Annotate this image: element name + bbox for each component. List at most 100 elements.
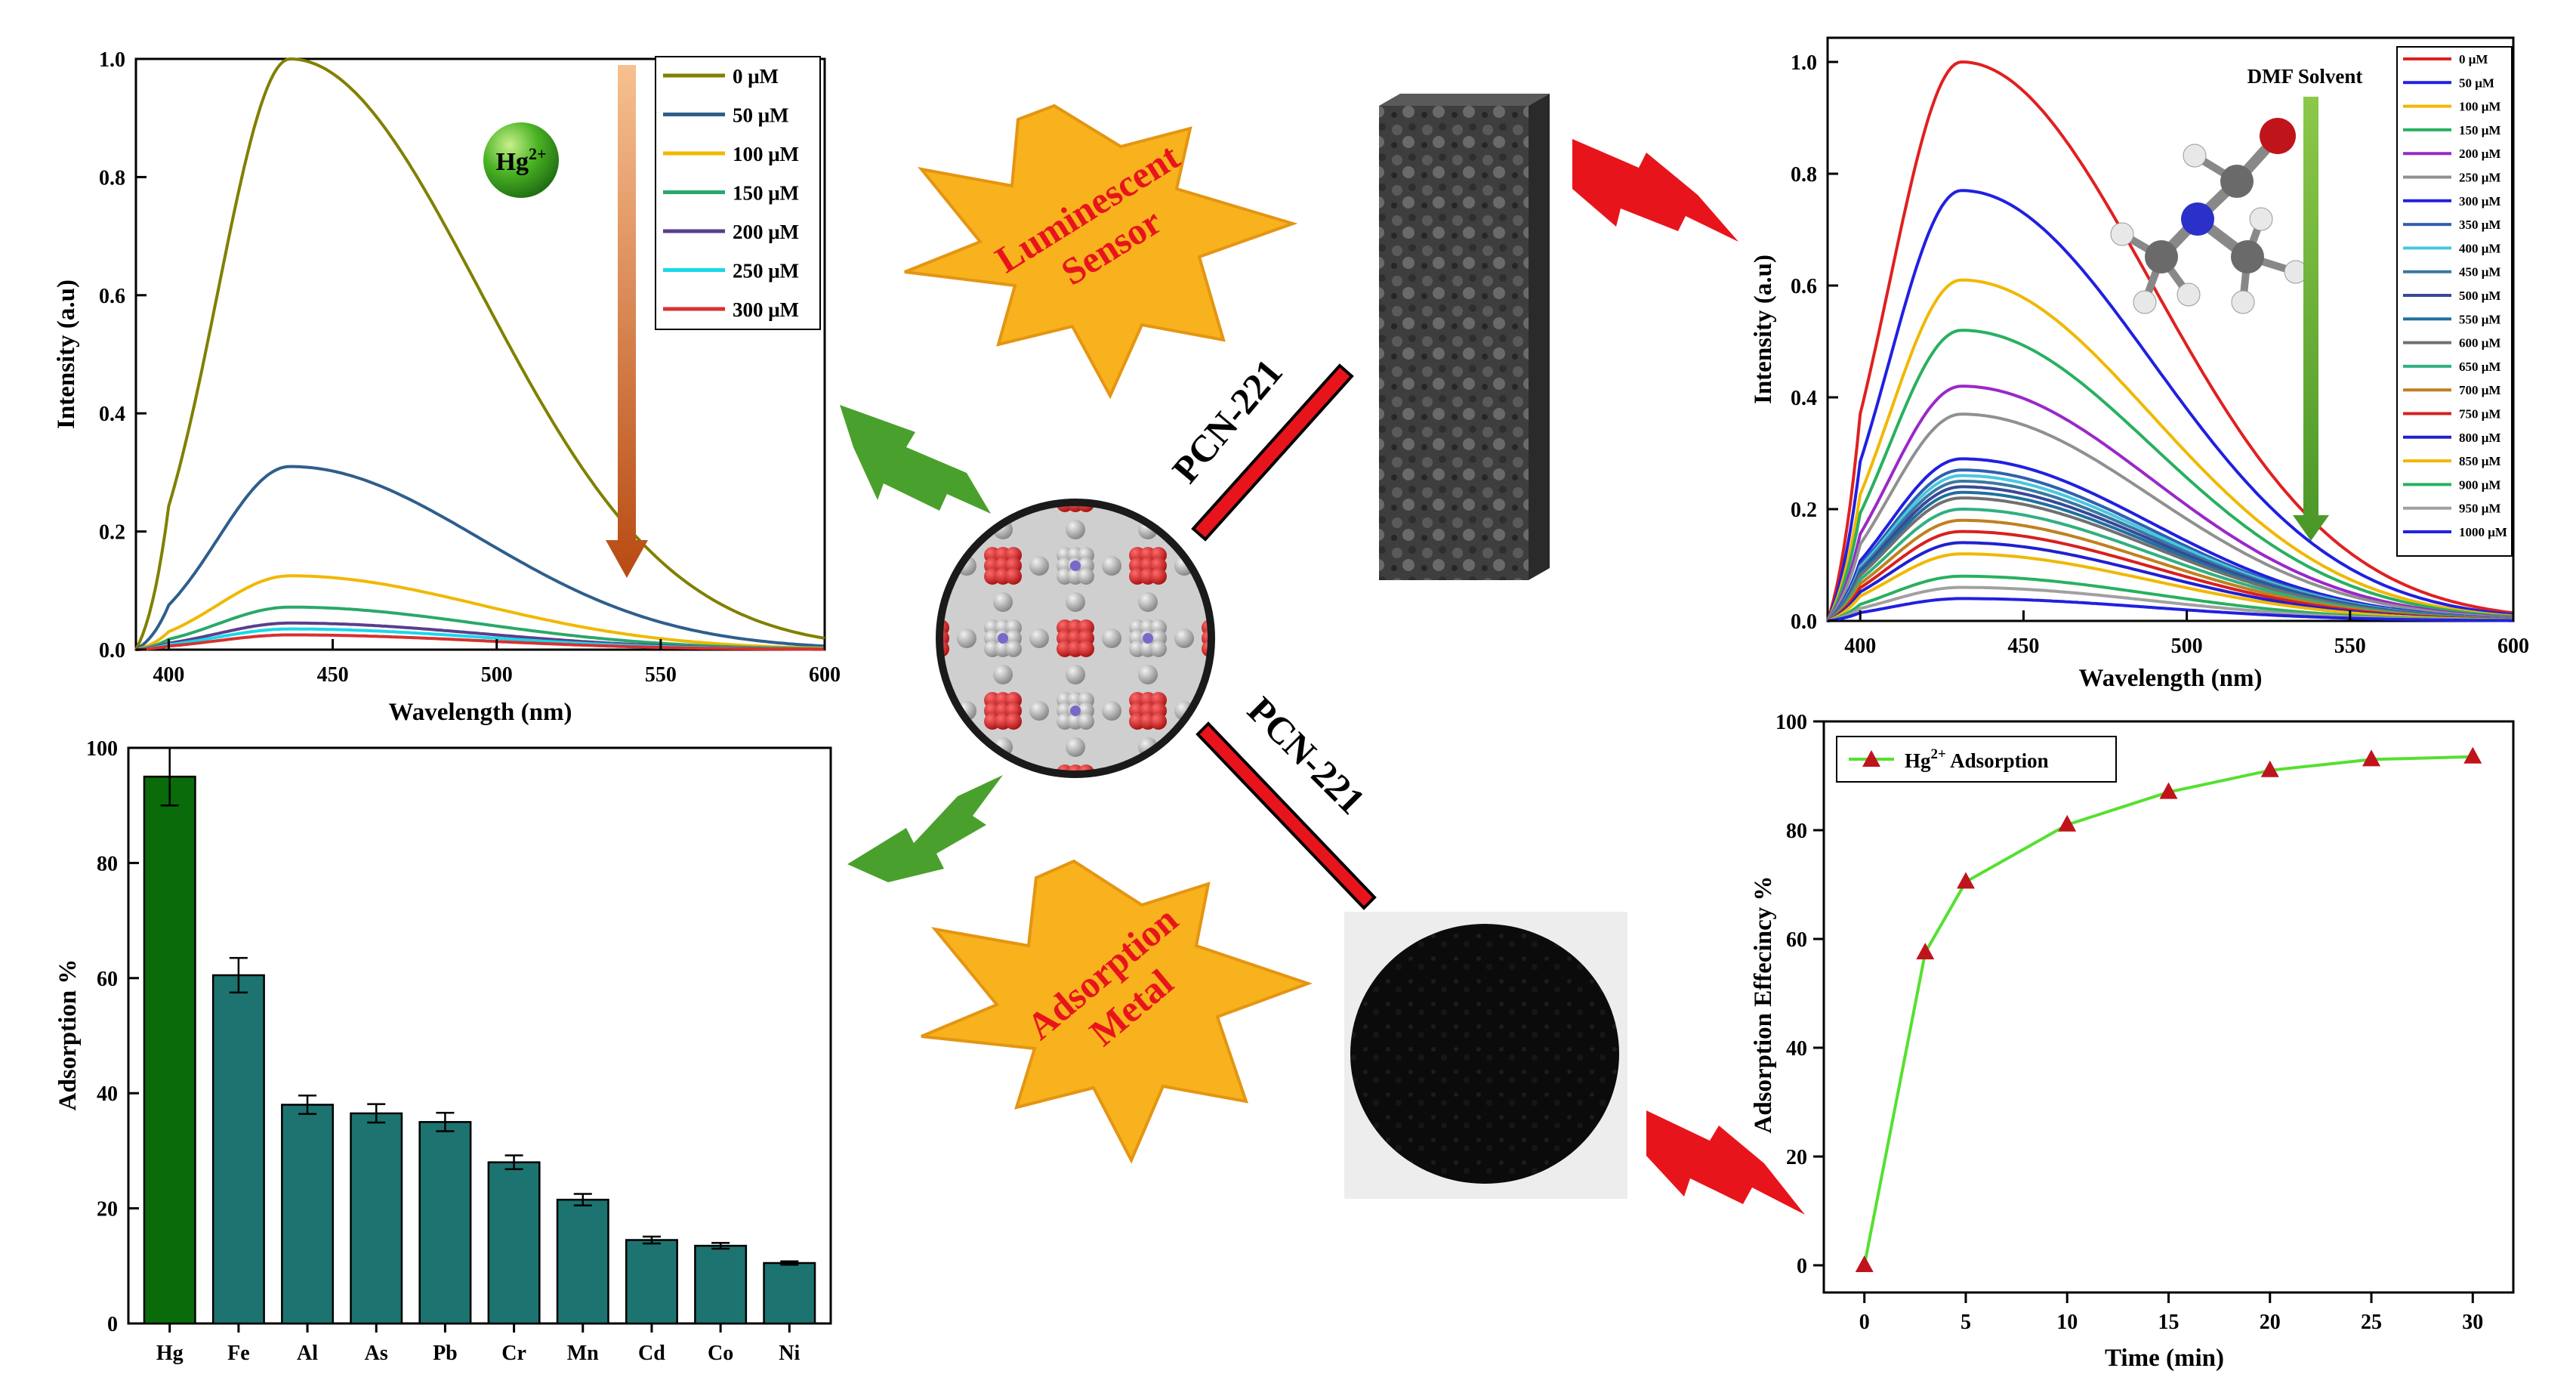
lightning-bolt-icon bbox=[1646, 1110, 1805, 1215]
x-tick-label: 500 bbox=[2171, 635, 2203, 658]
legend-label: 300 μM bbox=[2459, 194, 2500, 208]
x-tick-label: Fe bbox=[227, 1342, 250, 1365]
legend-label: 0 μM bbox=[733, 65, 779, 88]
legend-label: 800 μM bbox=[2459, 431, 2500, 445]
legend-label: 650 μM bbox=[2459, 360, 2500, 374]
legend-label: 400 μM bbox=[2459, 241, 2500, 255]
y-tick-label: 80 bbox=[1786, 820, 1807, 843]
y-axis-label: Intensity (a.u) bbox=[1750, 255, 1777, 404]
bar bbox=[763, 1262, 816, 1325]
x-axis-label: Wavelength (nm) bbox=[2079, 665, 2263, 692]
x-tick-label: 20 bbox=[2260, 1311, 2281, 1334]
x-tick-label: 550 bbox=[2334, 635, 2366, 658]
x-tick-label: 10 bbox=[2056, 1311, 2078, 1334]
pcn221-label-top: PCN-221 bbox=[1164, 351, 1354, 542]
spectrum-line bbox=[134, 57, 825, 650]
y-tick-label: 1.0 bbox=[1791, 51, 1817, 75]
legend-label: 150 μM bbox=[733, 182, 799, 205]
x-tick-label: 600 bbox=[2497, 635, 2529, 658]
data-point bbox=[2159, 782, 2178, 799]
y-tick-label: 40 bbox=[97, 1082, 118, 1106]
y-tick-label: 0 bbox=[107, 1313, 118, 1336]
x-tick-label: 550 bbox=[645, 663, 677, 687]
svg-text:PCN-221: PCN-221 bbox=[1239, 688, 1373, 822]
legend-label: 200 μM bbox=[733, 221, 799, 243]
spectrum-line bbox=[135, 574, 825, 651]
legend-marker bbox=[1862, 750, 1880, 767]
spectrum-line bbox=[1826, 60, 2514, 622]
dmf-solvent-label: DMF Solvent bbox=[2247, 65, 2363, 88]
legend-label: 600 μM bbox=[2459, 336, 2500, 351]
y-tick-label: 40 bbox=[1786, 1037, 1807, 1061]
y-tick-label: 0.0 bbox=[1791, 610, 1817, 634]
legend-label: 0 μM bbox=[2459, 52, 2488, 66]
legend-label: 1000 μM bbox=[2459, 525, 2507, 539]
x-axis-label: Time (min) bbox=[2105, 1345, 2224, 1372]
x-tick-label: 30 bbox=[2462, 1311, 2483, 1334]
spectrum-line bbox=[1827, 552, 2513, 622]
spectrum-line bbox=[135, 633, 825, 651]
bar bbox=[556, 1198, 609, 1325]
x-tick-label: 5 bbox=[1961, 1311, 1971, 1334]
legend-label: 350 μM bbox=[2459, 218, 2500, 232]
y-tick-label: 100 bbox=[1775, 711, 1807, 734]
data-point bbox=[1956, 872, 1975, 889]
x-tick-label: 450 bbox=[2007, 635, 2039, 658]
y-tick-label: 60 bbox=[97, 968, 118, 991]
dmf-molecule-icon bbox=[2110, 118, 2308, 314]
svg-text:PCN-221: PCN-221 bbox=[1164, 351, 1291, 491]
x-tick-label: Ni bbox=[779, 1342, 800, 1365]
bar bbox=[350, 1112, 403, 1325]
y-tick-label: 0.4 bbox=[99, 403, 125, 426]
data-point bbox=[2058, 814, 2077, 832]
bar bbox=[487, 1161, 541, 1325]
bar bbox=[694, 1244, 748, 1325]
legend-label: 700 μM bbox=[2459, 383, 2500, 397]
plot-frame bbox=[1822, 720, 2515, 1294]
spectrum-line bbox=[1826, 189, 2514, 622]
pcn221-label-bottom: PCN-221 bbox=[1195, 688, 1377, 910]
x-tick-label: Hg bbox=[156, 1342, 184, 1365]
x-tick-label: 25 bbox=[2361, 1311, 2382, 1334]
y-tick-label: 80 bbox=[97, 852, 118, 876]
bar bbox=[625, 1239, 678, 1325]
data-point bbox=[1916, 943, 1935, 959]
legend-box bbox=[2396, 46, 2513, 557]
x-tick-label: 500 bbox=[481, 663, 513, 687]
y-tick-label: 0.4 bbox=[1791, 387, 1817, 410]
metal-adsorption-chart: Hg Fe Al As Pb Cr Mn Cd Co Ni 0 20 40 60 80 100 Adsorpt… bbox=[54, 737, 832, 1365]
x-tick-label: Cd bbox=[638, 1342, 665, 1365]
lightning-bolt-icon bbox=[840, 405, 991, 514]
data-point bbox=[2260, 760, 2279, 777]
y-tick-label: 20 bbox=[97, 1198, 118, 1221]
legend-label: 150 μM bbox=[2459, 123, 2500, 137]
lightning-bolt-icon bbox=[1572, 139, 1738, 242]
y-tick-label: 0.8 bbox=[1791, 163, 1817, 187]
y-tick-label: 20 bbox=[1786, 1146, 1807, 1169]
data-point bbox=[2362, 749, 2381, 767]
bar bbox=[281, 1104, 335, 1325]
legend-label: 950 μM bbox=[2459, 502, 2500, 516]
luminescent-sensor-burst: LuminescentSensor bbox=[904, 103, 1298, 400]
legend-label: 100 μM bbox=[2459, 100, 2500, 114]
y-tick-label: 0.6 bbox=[1791, 275, 1817, 298]
x-tick-label: 600 bbox=[809, 663, 841, 687]
dmf-luminescence-chart: 400 450 500 550 600 0.0 0.2 0.4 0.6 0.8 1.0 Wavele… bbox=[1750, 36, 2529, 692]
y-tick-label: 0.2 bbox=[1791, 499, 1817, 522]
bar bbox=[211, 974, 265, 1325]
adsorption-metal-burst: AdsorptionMetal bbox=[921, 859, 1313, 1164]
legend-label: 450 μM bbox=[2459, 265, 2500, 279]
pcn221-monolith-image bbox=[1379, 94, 1550, 580]
x-tick-label: Mn bbox=[567, 1342, 599, 1365]
legend-label: 100 μM bbox=[733, 143, 799, 165]
x-tick-label: Co bbox=[708, 1342, 733, 1365]
adsorption-kinetics-chart: 0 5 10 15 20 25 30 0 20 40 60 80 100 Time (min) Adso… bbox=[1750, 711, 2515, 1372]
y-axis-label: Adsorption Effecincy % bbox=[1750, 876, 1777, 1134]
spectrum-line bbox=[1826, 329, 2514, 622]
legend-label: 250 μM bbox=[733, 260, 799, 283]
bar bbox=[143, 775, 196, 1325]
legend-label: 750 μM bbox=[2459, 407, 2500, 422]
legend-label: 900 μM bbox=[2459, 477, 2500, 492]
y-axis-label: Adsorption % bbox=[54, 959, 82, 1111]
